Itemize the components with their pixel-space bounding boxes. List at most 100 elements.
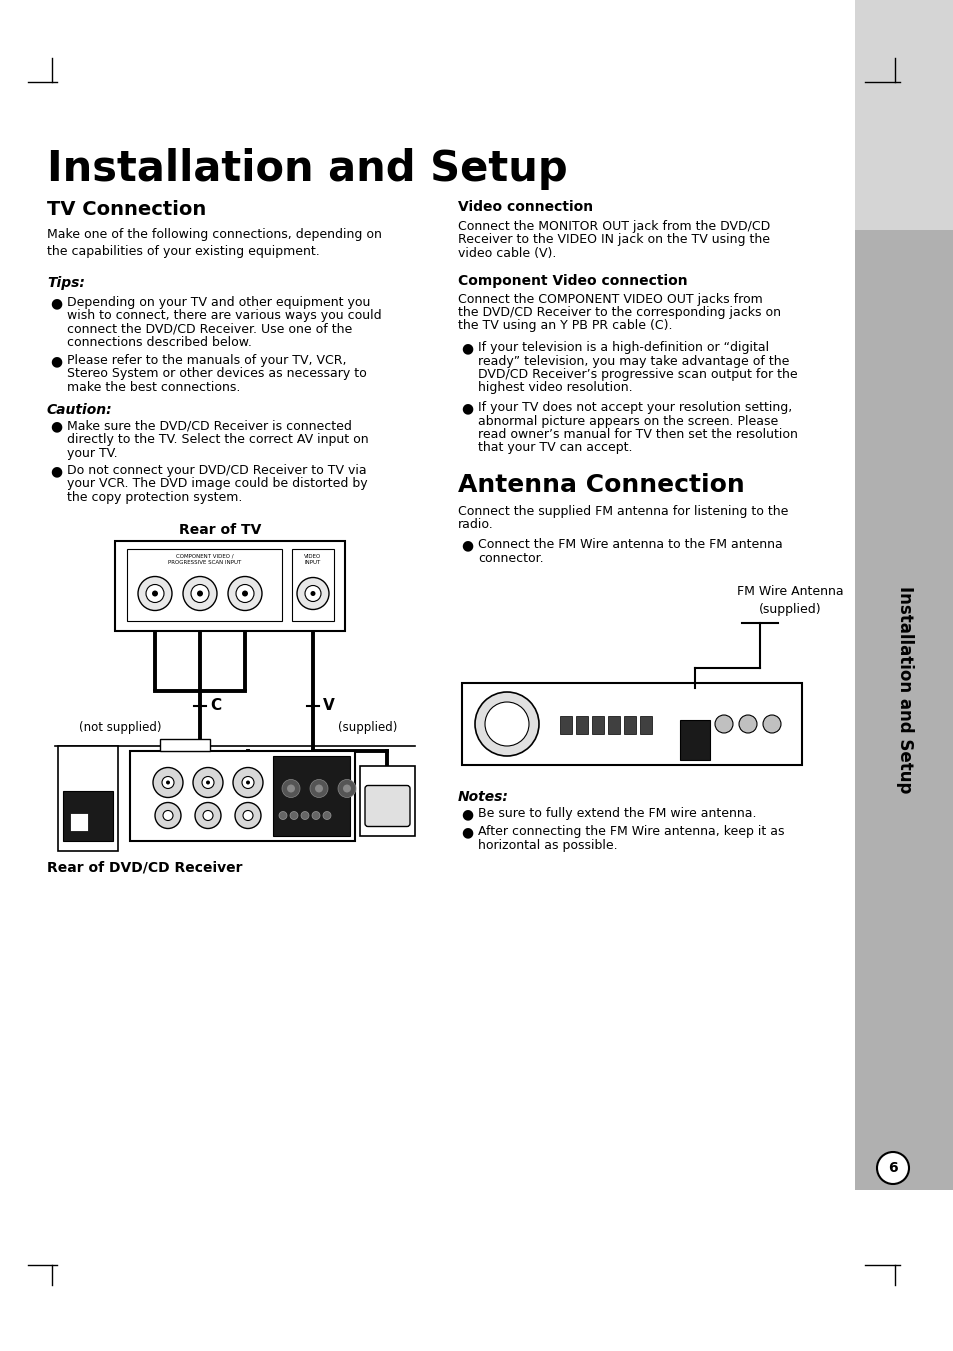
Text: Rear of DVD/CD Receiver: Rear of DVD/CD Receiver — [47, 861, 242, 874]
Bar — [273, 755, 350, 835]
Text: Video connection: Video connection — [457, 200, 593, 213]
Text: highest video resolution.: highest video resolution. — [477, 381, 632, 394]
Circle shape — [876, 1152, 908, 1183]
Text: ●: ● — [460, 401, 473, 415]
Circle shape — [242, 777, 253, 789]
Text: C: C — [210, 698, 221, 713]
Text: (not supplied): (not supplied) — [79, 720, 161, 734]
Text: FM Wire Antenna
(supplied): FM Wire Antenna (supplied) — [736, 585, 842, 616]
Circle shape — [278, 812, 287, 820]
Text: VIDEO: VIDEO — [304, 554, 321, 558]
Text: DVD/CD Receiver’s progressive scan output for the: DVD/CD Receiver’s progressive scan outpu… — [477, 367, 797, 381]
Bar — [292, 549, 334, 620]
Circle shape — [146, 585, 164, 603]
Circle shape — [282, 780, 299, 797]
Text: Connect the supplied FM antenna for listening to the: Connect the supplied FM antenna for list… — [457, 505, 787, 517]
Circle shape — [762, 715, 781, 734]
Circle shape — [194, 802, 221, 828]
Circle shape — [162, 777, 173, 789]
Text: ●: ● — [460, 538, 473, 553]
Text: Depending on your TV and other equipment you: Depending on your TV and other equipment… — [67, 296, 370, 309]
Bar — [160, 739, 210, 751]
Text: radio.: radio. — [457, 519, 494, 531]
Circle shape — [154, 802, 181, 828]
Circle shape — [305, 585, 320, 601]
Circle shape — [203, 811, 213, 820]
Circle shape — [323, 812, 331, 820]
Text: ●: ● — [50, 296, 62, 309]
Text: If your TV does not accept your resolution setting,: If your TV does not accept your resoluti… — [477, 401, 791, 413]
Bar — [130, 751, 355, 840]
Bar — [639, 716, 651, 734]
Text: COMPONENT VIDEO /: COMPONENT VIDEO / — [175, 554, 233, 558]
Text: Tips:: Tips: — [47, 276, 85, 290]
Text: your TV.: your TV. — [67, 446, 117, 459]
Circle shape — [343, 785, 351, 793]
Text: Be sure to fully extend the FM wire antenna.: Be sure to fully extend the FM wire ante… — [477, 807, 756, 820]
Text: that your TV can accept.: that your TV can accept. — [477, 442, 632, 454]
Text: connections described below.: connections described below. — [67, 336, 252, 350]
Text: ●: ● — [50, 354, 62, 367]
Circle shape — [484, 703, 529, 746]
Circle shape — [233, 767, 263, 797]
Circle shape — [163, 811, 172, 820]
Text: Antenna Connection: Antenna Connection — [457, 473, 744, 497]
Bar — [854, 230, 953, 1190]
Circle shape — [228, 577, 262, 611]
Text: (supplied): (supplied) — [338, 720, 397, 734]
Text: Notes:: Notes: — [457, 790, 508, 804]
Text: Do not connect your DVD/CD Receiver to TV via: Do not connect your DVD/CD Receiver to T… — [67, 463, 366, 477]
Text: abnormal picture appears on the screen. Please: abnormal picture appears on the screen. … — [477, 415, 778, 427]
Circle shape — [310, 780, 328, 797]
Text: read owner’s manual for TV then set the resolution: read owner’s manual for TV then set the … — [477, 428, 797, 440]
Bar — [854, 0, 953, 230]
Text: Make sure the DVD/CD Receiver is connected: Make sure the DVD/CD Receiver is connect… — [67, 420, 352, 432]
Circle shape — [310, 590, 315, 596]
Text: wish to connect, there are various ways you could: wish to connect, there are various ways … — [67, 309, 381, 323]
Bar — [576, 716, 587, 734]
Text: 6: 6 — [887, 1161, 897, 1175]
Bar — [58, 746, 118, 851]
Circle shape — [138, 577, 172, 611]
Text: ●: ● — [460, 340, 473, 355]
Text: Please refer to the manuals of your TV, VCR,: Please refer to the manuals of your TV, … — [67, 354, 346, 367]
Text: Installation and Setup: Installation and Setup — [47, 149, 567, 190]
Bar — [623, 716, 636, 734]
Circle shape — [242, 590, 248, 597]
Text: connect the DVD/CD Receiver. Use one of the: connect the DVD/CD Receiver. Use one of … — [67, 323, 352, 336]
Circle shape — [314, 785, 323, 793]
Text: TV Connection: TV Connection — [47, 200, 206, 219]
Circle shape — [191, 585, 209, 603]
Text: PROGRESSIVE SCAN INPUT: PROGRESSIVE SCAN INPUT — [168, 559, 241, 565]
Bar — [359, 766, 415, 835]
Circle shape — [183, 577, 216, 611]
Text: horizontal as possible.: horizontal as possible. — [477, 839, 617, 852]
Bar — [70, 812, 88, 831]
Text: Component Video connection: Component Video connection — [457, 274, 687, 289]
Text: INPUT: INPUT — [305, 559, 321, 565]
Bar — [461, 684, 801, 765]
Text: ●: ● — [50, 463, 62, 478]
Bar — [115, 540, 345, 631]
Circle shape — [301, 812, 309, 820]
Text: Rear of TV: Rear of TV — [178, 523, 261, 536]
Text: directly to the TV. Select the correct AV input on: directly to the TV. Select the correct A… — [67, 434, 368, 446]
Text: the TV using an Y PB PR cable (C).: the TV using an Y PB PR cable (C). — [457, 319, 672, 332]
Text: Make one of the following connections, depending on
the capabilities of your exi: Make one of the following connections, d… — [47, 228, 381, 258]
Circle shape — [166, 781, 170, 785]
Circle shape — [234, 802, 261, 828]
Circle shape — [296, 577, 329, 609]
Text: Connect the MONITOR OUT jack from the DVD/CD: Connect the MONITOR OUT jack from the DV… — [457, 220, 769, 232]
Circle shape — [246, 781, 250, 785]
Circle shape — [312, 812, 319, 820]
Circle shape — [196, 590, 203, 597]
Circle shape — [739, 715, 757, 734]
Text: Stereo System or other devices as necessary to: Stereo System or other devices as necess… — [67, 367, 366, 381]
Bar — [63, 790, 112, 840]
Circle shape — [714, 715, 732, 734]
Circle shape — [475, 692, 538, 757]
Circle shape — [290, 812, 297, 820]
Text: V: V — [323, 698, 335, 713]
Text: ●: ● — [460, 825, 473, 839]
Circle shape — [152, 767, 183, 797]
